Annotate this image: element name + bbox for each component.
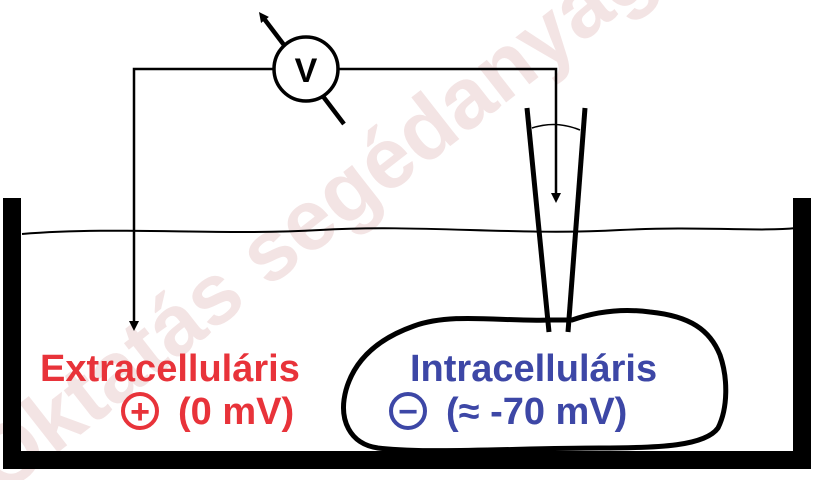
bath-container — [3, 198, 811, 469]
intracellular-title: Intracelluláris — [410, 348, 657, 390]
extracellular-sign: + — [130, 393, 150, 431]
extracellular-title: Extracelluláris — [40, 348, 300, 390]
voltmeter: V — [258, 12, 346, 126]
intracellular-sign: − — [398, 393, 418, 431]
reference-electrode-wire — [129, 67, 274, 331]
voltmeter-circle — [272, 35, 340, 103]
intracellular-sign-badge: − — [389, 392, 427, 431]
pipette-left-wall — [524, 107, 552, 333]
minus-circle-icon — [389, 392, 427, 430]
voltmeter-symbol: V — [295, 52, 318, 90]
recording-electrode-wire — [338, 67, 561, 203]
extracellular-sign-badge: + — [121, 392, 159, 431]
extracellular-value: (0 mV) — [178, 391, 294, 433]
cell-body — [341, 307, 729, 454]
water-surface-line — [21, 227, 797, 235]
pipette-right-wall — [565, 107, 588, 333]
intracellular-value: (≈ -70 mV) — [446, 391, 627, 433]
plus-circle-icon — [121, 392, 159, 430]
